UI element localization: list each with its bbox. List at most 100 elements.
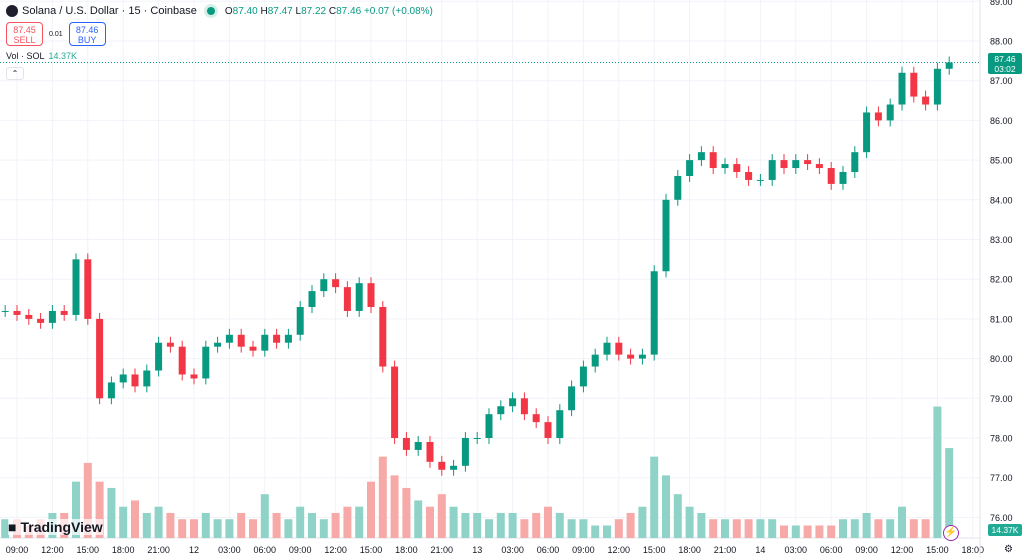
volume-bar [331, 512, 340, 538]
volume-bar [721, 519, 729, 538]
candle-body [591, 354, 599, 367]
volume-bar [886, 519, 895, 538]
volume-bar [555, 512, 564, 538]
volume-bar [485, 519, 493, 538]
tradingview-logo[interactable]: ■ TradingView [8, 519, 103, 535]
volume-bar [945, 448, 954, 538]
time-axis-label: 21:00 [431, 545, 454, 555]
volume-bar [142, 512, 151, 538]
volume-bar [839, 519, 847, 538]
candle-body [485, 414, 493, 438]
candle-body [910, 72, 918, 97]
lightning-icon[interactable]: ⚡ [943, 525, 959, 541]
candle-body [72, 259, 80, 315]
price-axis-label: 84.00 [990, 195, 1013, 205]
volume-bar [390, 475, 399, 538]
candle-body [107, 382, 115, 399]
price-axis-label: 87.00 [990, 76, 1013, 86]
time-axis-label: 03:00 [501, 545, 524, 555]
settings-icon[interactable]: ⚙ [1004, 544, 1013, 555]
candle-body [237, 334, 245, 347]
price-axis-label: 86.00 [990, 116, 1013, 126]
candle-body [603, 342, 611, 355]
volume-bar [355, 506, 364, 538]
candle-body [367, 283, 375, 307]
candle-body [25, 314, 33, 319]
candle-body [308, 291, 316, 307]
candle-body [320, 279, 328, 292]
candle-body [792, 160, 800, 169]
buy-button[interactable]: 87.46 BUY [68, 22, 106, 46]
volume-bar [83, 462, 92, 538]
candle-body [520, 398, 528, 415]
candle-body [579, 366, 587, 387]
candle-body [355, 283, 363, 311]
collapse-legend-button[interactable]: ⌃ [6, 67, 24, 80]
volume-bar [367, 481, 375, 538]
candle-body [697, 152, 705, 161]
candle-body [945, 62, 953, 69]
time-axis-label: 15:00 [926, 545, 949, 555]
time-axis-label: 21:00 [147, 545, 170, 555]
time-axis-label: 03:00 [218, 545, 241, 555]
volume-bar [662, 475, 670, 538]
volume-bar [567, 519, 576, 538]
time-axis-label: 21:00 [714, 545, 737, 555]
volume-bar [933, 406, 942, 538]
candle-body [143, 370, 151, 387]
candle-body [804, 160, 812, 165]
volume-bar [544, 506, 552, 538]
volume-bar [508, 512, 517, 538]
price-axis-label: 89.00 [990, 0, 1013, 7]
time-axis-label: 09:00 [855, 545, 878, 555]
volume-bar [284, 519, 293, 538]
time-axis-label: 12:00 [324, 545, 347, 555]
candle-body [296, 306, 304, 335]
volume-bar [343, 506, 352, 538]
volume-bar [473, 512, 482, 538]
price-axis-label: 88.00 [990, 37, 1013, 47]
price-axis-label: 83.00 [990, 235, 1013, 245]
volume-bar [154, 506, 163, 538]
sell-button[interactable]: 87.45 SELL [6, 22, 43, 46]
volume-bar [520, 519, 529, 538]
volume-bar [921, 519, 930, 538]
volume-bar [685, 506, 694, 538]
volume-bar [756, 519, 765, 538]
market-status-icon [206, 7, 215, 15]
spread-value: 0.01 [49, 30, 63, 38]
candle-body [627, 354, 635, 359]
candle-body [273, 334, 281, 343]
candle-body [225, 334, 233, 343]
symbol-title[interactable]: Solana / U.S. Dollar · 15 · Coinbase [22, 5, 197, 17]
candle-body [284, 334, 292, 343]
volume-bar [260, 494, 269, 538]
time-axis-label: 12:00 [41, 545, 64, 555]
volume-bar [815, 525, 824, 538]
volume-bar [178, 519, 187, 538]
volume-bar [768, 519, 777, 538]
volume-bar [166, 512, 175, 538]
candle-body [202, 346, 210, 379]
symbol-legend: Solana / U.S. Dollar · 15 · Coinbase O87… [6, 5, 433, 17]
candle-body [532, 414, 540, 423]
candle-body [733, 164, 741, 173]
volume-tag: 14.37K [988, 524, 1022, 536]
volume-bar [532, 512, 541, 538]
change-value: +0.07 (+0.08%) [363, 5, 433, 17]
volume-bar [119, 506, 128, 538]
volume-bar [579, 519, 588, 538]
time-axis-label: 15:00 [77, 545, 100, 555]
volume-bar [72, 481, 80, 538]
volume-bar [862, 512, 871, 538]
volume-bar [213, 519, 222, 538]
volume-bar [496, 512, 505, 538]
time-axis-label: 18:00 [678, 545, 701, 555]
volume-bar [131, 500, 139, 538]
volume-bar [249, 519, 257, 538]
candle-body [391, 366, 399, 438]
time-axis-label: 13 [472, 545, 482, 555]
candle-body [509, 398, 517, 407]
price-axis-label: 79.00 [990, 394, 1013, 404]
